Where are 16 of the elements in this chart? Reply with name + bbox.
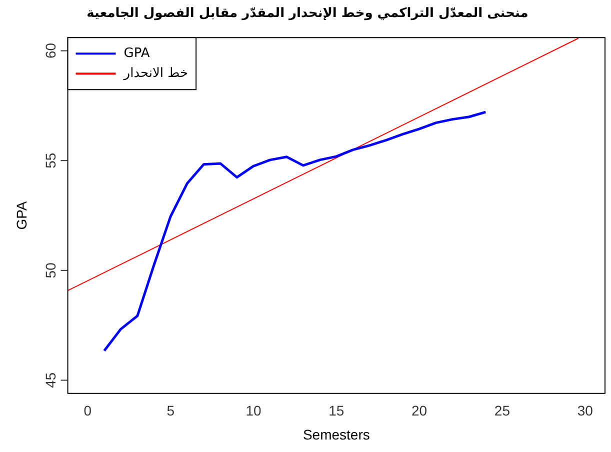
x-tick-label: 25: [494, 402, 510, 419]
x-tick-label: 30: [577, 402, 594, 419]
y-tick-label: 50: [42, 262, 59, 278]
x-axis-title: Semesters: [302, 426, 370, 442]
y-tick-label: 60: [42, 42, 59, 59]
y-axis-title: GPA: [13, 200, 30, 230]
x-tick-label: 10: [246, 402, 262, 419]
legend-label: GPA: [124, 46, 150, 61]
x-tick-label: 20: [412, 402, 428, 419]
x-tick-label: 15: [328, 402, 344, 419]
legend-label: خط الانحدار: [122, 66, 188, 81]
y-tick-label: 45: [42, 372, 59, 388]
y-tick-label: 55: [42, 152, 59, 168]
x-tick-label: 0: [84, 402, 92, 419]
chart-title: منحنى المعدّل التراكمي وخط الإنحدار المقدّر مقابل الفصول الجامعية: [86, 6, 528, 22]
x-tick-label: 5: [166, 402, 175, 419]
